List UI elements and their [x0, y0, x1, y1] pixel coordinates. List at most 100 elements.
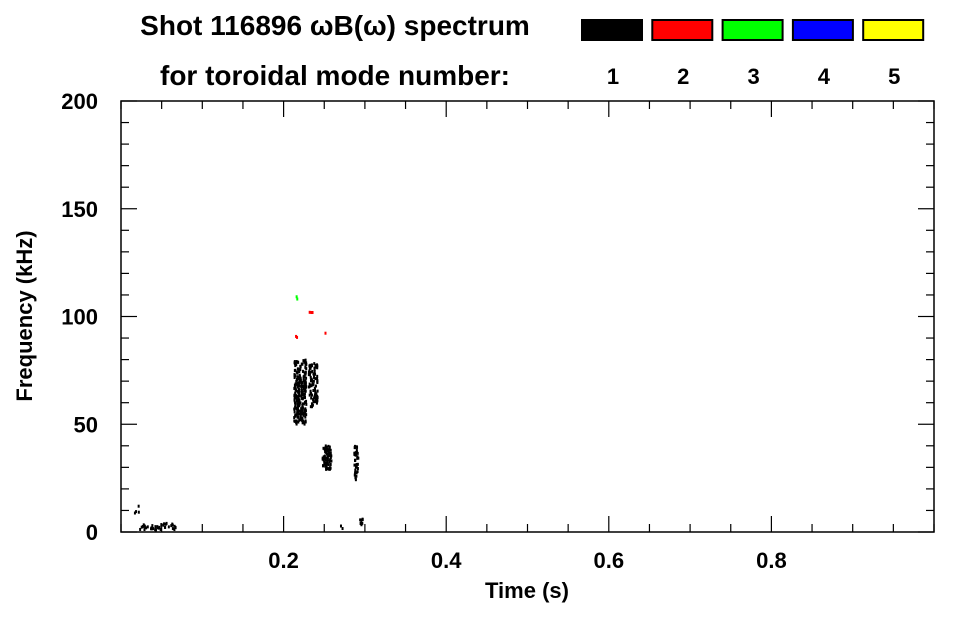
spectrum-point-mode-1 — [300, 407, 303, 411]
spectrum-point-mode-1 — [355, 463, 358, 467]
spectrum-point-mode-2 — [310, 311, 313, 315]
spectrum-point-mode-1 — [328, 460, 331, 464]
spectrum-point-mode-1 — [158, 526, 161, 530]
spectrum-point-mode-3 — [295, 295, 298, 299]
spectrum-point-mode-1 — [305, 361, 308, 365]
spectrum-point-mode-1 — [301, 404, 304, 408]
spectrum-point-mode-1 — [314, 365, 317, 369]
spectrum-point-mode-1 — [314, 390, 317, 394]
spectrum-point-mode-1 — [310, 364, 313, 368]
spectrum-point-mode-1 — [316, 381, 319, 385]
spectrum-point-mode-1 — [315, 363, 318, 367]
spectrum-point-mode-1 — [142, 523, 145, 527]
spectrum-point-mode-1 — [310, 402, 313, 406]
spectrum-point-mode-1 — [298, 373, 301, 377]
spectrum-point-mode-1 — [293, 416, 296, 420]
spectrum-point-mode-1 — [156, 525, 159, 529]
legend-label-mode-2: 2 — [677, 64, 689, 89]
spectrum-point-mode-1 — [297, 387, 300, 391]
spectrum-point-mode-1 — [304, 415, 307, 419]
spectrum-point-mode-1 — [140, 525, 143, 529]
spectrum-point-mode-1 — [303, 389, 306, 393]
spectrum-point-mode-1 — [294, 405, 297, 409]
spectrum-point-mode-1 — [354, 475, 357, 479]
spectrum-point-mode-1 — [361, 517, 364, 521]
spectrum-point-mode-1 — [310, 384, 313, 388]
spectrum-point-mode-1 — [354, 451, 357, 455]
spectrum-point-mode-1 — [303, 400, 306, 404]
spectrum-point-mode-3 — [296, 297, 299, 301]
spectrum-point-mode-1 — [293, 393, 296, 397]
spectrum-point-mode-1 — [295, 422, 298, 426]
spectrum-point-mode-1 — [329, 462, 332, 466]
spectrum-point-mode-1 — [309, 370, 312, 374]
spectrum-point-mode-1 — [141, 524, 144, 528]
spectrum-point-mode-1 — [296, 377, 299, 381]
spectrum-point-mode-1 — [354, 453, 357, 457]
spectrum-point-mode-1 — [303, 360, 306, 364]
spectrum-point-mode-1 — [297, 382, 300, 386]
spectrum-point-mode-1 — [173, 528, 176, 532]
spectrum-point-mode-1 — [354, 471, 357, 475]
spectrum-point-mode-1 — [297, 420, 300, 424]
legend-swatch-mode-5 — [862, 19, 925, 41]
spectrum-point-mode-2 — [295, 334, 298, 338]
spectrum-point-mode-1 — [315, 392, 318, 396]
spectrum-point-mode-1 — [316, 377, 319, 381]
spectrum-point-mode-1 — [296, 415, 299, 419]
spectrum-point-mode-1 — [298, 391, 301, 395]
spectrum-point-mode-1 — [174, 525, 177, 529]
spectrum-point-mode-1 — [298, 418, 301, 422]
spectrum-point-mode-1 — [301, 381, 304, 385]
y-tick-label: 200 — [61, 89, 98, 114]
spectrum-point-mode-1 — [137, 510, 140, 514]
spectrum-point-mode-1 — [305, 399, 308, 403]
spectrum-point-mode-1 — [325, 456, 328, 460]
spectrum-point-mode-1 — [325, 452, 328, 456]
spectrum-point-mode-1 — [293, 410, 296, 414]
spectrum-point-mode-1 — [302, 376, 305, 380]
spectrum-point-mode-1 — [314, 392, 317, 396]
spectrum-point-mode-1 — [302, 369, 305, 373]
spectrum-point-mode-1 — [308, 369, 311, 373]
spectrum-point-mode-1 — [170, 524, 173, 528]
spectrum-point-mode-1 — [154, 528, 157, 532]
spectrum-point-mode-1 — [329, 448, 332, 452]
spectrum-point-mode-1 — [299, 418, 302, 422]
spectrum-point-mode-1 — [301, 406, 304, 410]
spectrum-point-mode-1 — [309, 375, 312, 379]
spectrum-point-mode-1 — [305, 362, 308, 366]
spectrum-point-mode-1 — [356, 456, 359, 460]
spectrum-point-mode-1 — [297, 360, 300, 364]
spectrum-point-mode-1 — [339, 524, 342, 528]
spectrum-point-mode-1 — [304, 384, 307, 388]
spectrum-point-mode-1 — [312, 388, 315, 392]
spectrum-point-mode-1 — [324, 464, 327, 468]
spectrum-point-mode-1 — [356, 470, 359, 474]
y-tick-label: 0 — [86, 520, 98, 545]
axes: 0.2 0.4 0.6 0.8 0 50 100 150 200 — [61, 89, 935, 573]
spectrum-point-mode-1 — [356, 462, 359, 466]
spectrum-point-mode-1 — [327, 444, 330, 448]
spectrum-point-mode-1 — [295, 419, 298, 423]
spectrum-point-mode-1 — [328, 467, 331, 471]
legend-swatch-mode-2 — [651, 19, 714, 41]
spectrum-point-mode-1 — [309, 383, 312, 387]
spectrum-point-mode-1 — [322, 464, 325, 468]
spectrum-point-mode-1 — [330, 454, 333, 458]
chart-title-line1: Shot 116896 ωB(ω) spectrum — [140, 10, 530, 41]
spectrum-point-mode-1 — [294, 419, 297, 423]
spectrum-point-mode-1 — [355, 465, 358, 469]
spectrum-point-mode-1 — [324, 444, 327, 448]
spectrum-point-mode-1 — [139, 527, 142, 531]
spectrum-point-mode-1 — [353, 446, 356, 450]
spectrum-point-mode-1 — [316, 379, 319, 383]
spectrum-point-mode-1 — [298, 369, 301, 373]
spectrum-point-mode-1 — [296, 407, 299, 411]
legend-swatch-mode-1 — [581, 19, 643, 41]
spectrum-point-mode-1 — [299, 379, 302, 383]
spectrum-point-mode-1 — [353, 473, 356, 477]
spectrum-point-mode-1 — [355, 474, 358, 478]
spectrum-point-mode-1 — [354, 478, 357, 482]
spectrum-point-mode-1 — [295, 413, 298, 417]
